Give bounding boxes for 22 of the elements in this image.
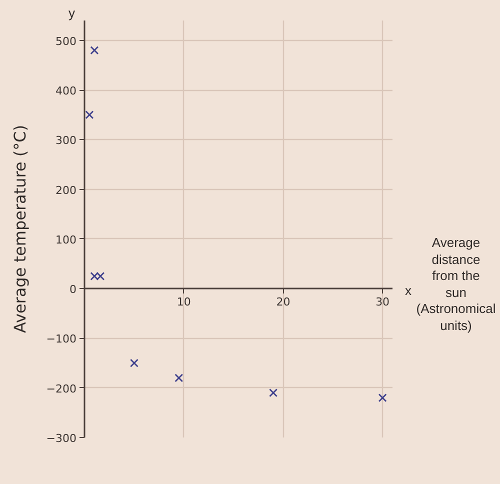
text: y bbox=[68, 6, 76, 20]
point bbox=[90, 46, 99, 55]
y-tick-label: −200 bbox=[46, 382, 77, 396]
point bbox=[130, 358, 138, 368]
text: x bbox=[405, 282, 412, 300]
y-tick-label: 400 bbox=[56, 84, 77, 98]
point bbox=[85, 110, 94, 120]
x-tick-label: 20 bbox=[276, 296, 290, 309]
y-tick-label: 0 bbox=[70, 283, 76, 296]
y-tick-label: 500 bbox=[56, 34, 77, 48]
x-tick-label: 30 bbox=[376, 296, 390, 309]
x-tick-label: 10 bbox=[176, 296, 191, 309]
y-tick-label: 200 bbox=[56, 184, 77, 197]
point bbox=[378, 394, 387, 402]
y-tick-label: −100 bbox=[46, 332, 77, 346]
y-axis-title: Average temperature (°C) bbox=[10, 124, 30, 334]
x-axis-title: Average distance from the sun (Astronomical units) bbox=[415, 235, 497, 334]
y-tick-label: 300 bbox=[56, 134, 77, 148]
point bbox=[269, 388, 278, 398]
y-tick-label: −300 bbox=[46, 432, 77, 445]
point bbox=[174, 374, 184, 382]
y-tick-label: 100 bbox=[56, 233, 77, 246]
